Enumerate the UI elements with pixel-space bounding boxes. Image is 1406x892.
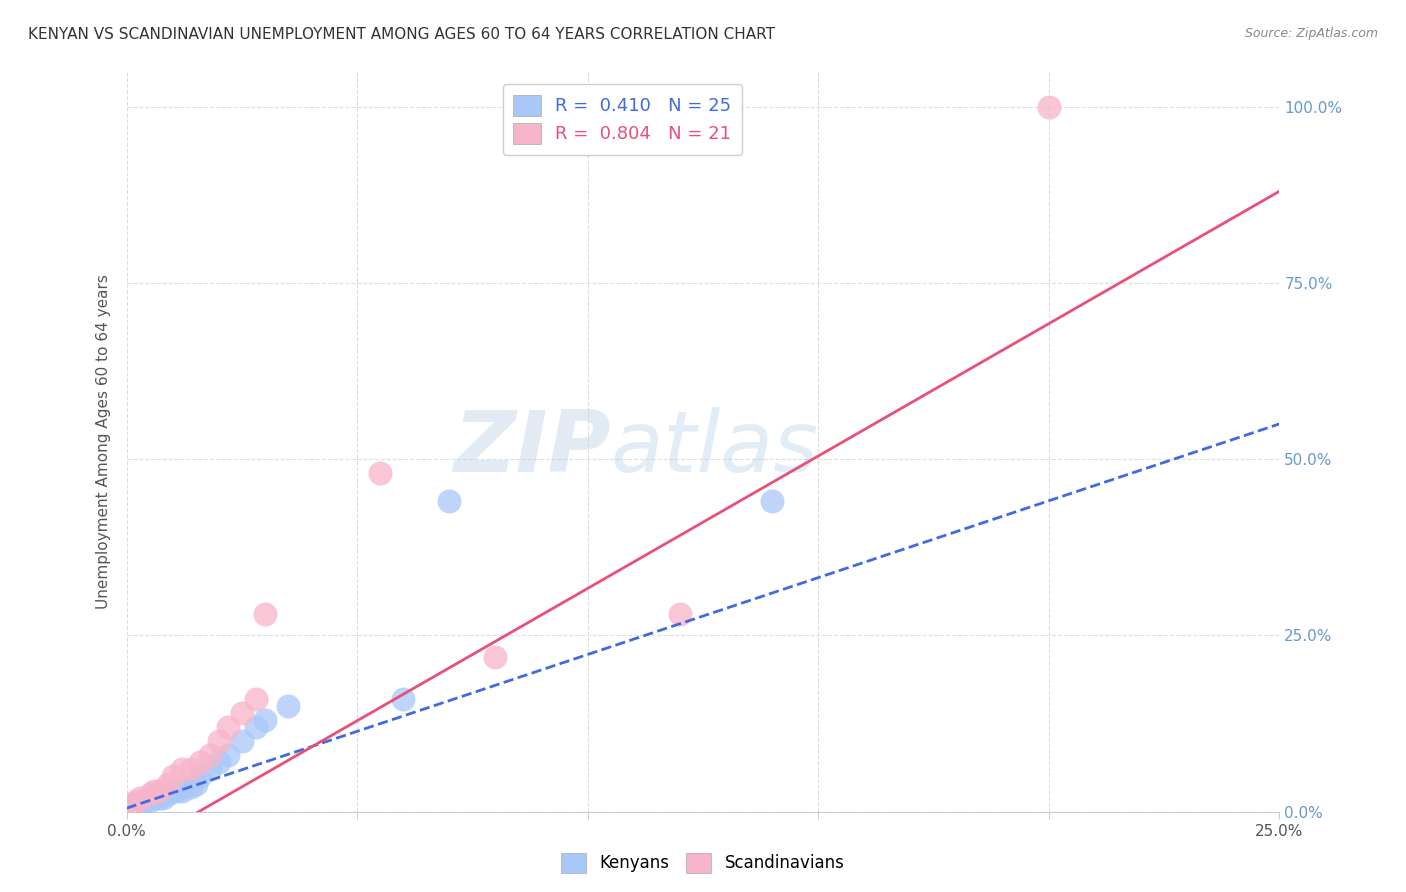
Point	[439, 494, 461, 508]
Point	[368, 467, 391, 481]
Point	[157, 776, 180, 790]
Point	[253, 713, 276, 727]
Point	[231, 734, 253, 748]
Point	[1038, 100, 1060, 114]
Point	[253, 607, 276, 622]
Point	[134, 794, 156, 808]
Text: KENYAN VS SCANDINAVIAN UNEMPLOYMENT AMONG AGES 60 TO 64 YEARS CORRELATION CHART: KENYAN VS SCANDINAVIAN UNEMPLOYMENT AMON…	[28, 27, 775, 42]
Point	[143, 790, 166, 805]
Point	[245, 720, 267, 734]
Text: atlas: atlas	[610, 408, 818, 491]
Point	[148, 783, 170, 797]
Point	[188, 756, 211, 770]
Point	[198, 748, 221, 763]
Point	[217, 720, 239, 734]
Point	[157, 787, 180, 801]
Legend: R =  0.410   N = 25, R =  0.804   N = 21: R = 0.410 N = 25, R = 0.804 N = 21	[502, 84, 742, 154]
Point	[184, 776, 207, 790]
Text: Source: ZipAtlas.com: Source: ZipAtlas.com	[1244, 27, 1378, 40]
Text: ZIP: ZIP	[453, 408, 610, 491]
Legend: Kenyans, Scandinavians: Kenyans, Scandinavians	[555, 847, 851, 880]
Point	[143, 783, 166, 797]
Point	[180, 763, 202, 777]
Point	[484, 649, 506, 664]
Point	[180, 780, 202, 794]
Point	[208, 734, 231, 748]
Point	[231, 706, 253, 720]
Point	[125, 797, 148, 812]
Point	[120, 797, 142, 812]
Point	[162, 769, 184, 783]
Point	[208, 756, 231, 770]
Point	[669, 607, 692, 622]
Point	[188, 769, 211, 783]
Point	[148, 790, 170, 805]
Point	[392, 692, 415, 706]
Point	[138, 787, 160, 801]
Point	[129, 790, 152, 805]
Point	[761, 494, 783, 508]
Point	[166, 783, 188, 797]
Point	[217, 748, 239, 763]
Point	[170, 763, 193, 777]
Point	[162, 783, 184, 797]
Point	[170, 783, 193, 797]
Point	[129, 797, 152, 812]
Y-axis label: Unemployment Among Ages 60 to 64 years: Unemployment Among Ages 60 to 64 years	[96, 274, 111, 609]
Point	[152, 790, 174, 805]
Point	[120, 797, 142, 812]
Point	[198, 763, 221, 777]
Point	[245, 692, 267, 706]
Point	[138, 794, 160, 808]
Point	[277, 698, 299, 713]
Point	[125, 794, 148, 808]
